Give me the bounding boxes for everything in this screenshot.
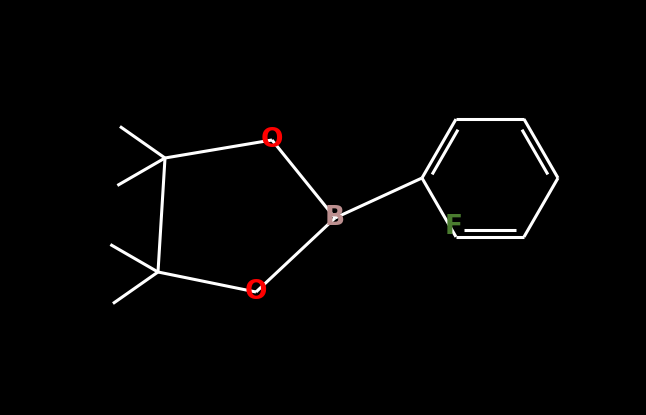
Text: B: B bbox=[325, 205, 345, 231]
Text: F: F bbox=[445, 214, 463, 240]
Text: O: O bbox=[261, 127, 283, 153]
Text: O: O bbox=[245, 279, 267, 305]
